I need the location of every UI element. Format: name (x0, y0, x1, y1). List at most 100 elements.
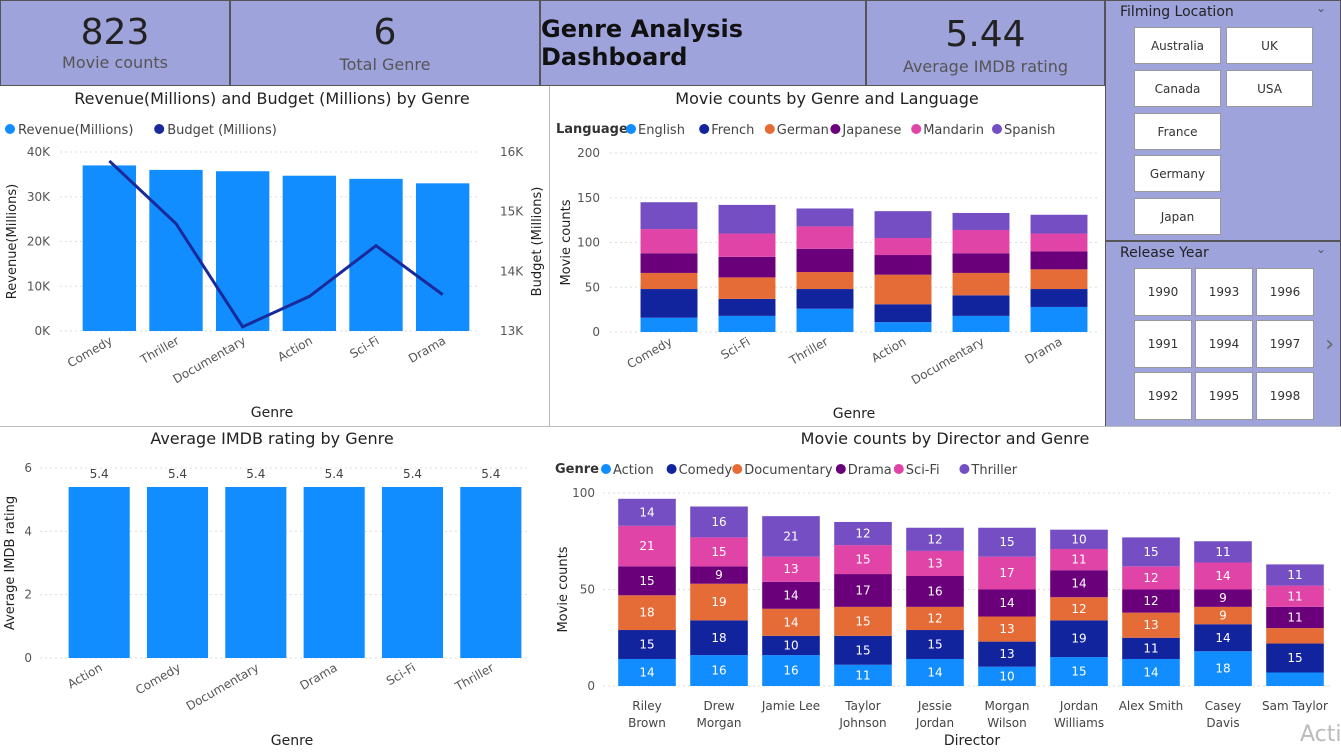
year-option-1997[interactable]: 1997 (1256, 320, 1314, 368)
location-option-australia[interactable]: Australia (1134, 27, 1221, 64)
y-tick-label: 30K (27, 190, 51, 204)
x-tick-label: Jordan (915, 716, 954, 730)
stacked-segment-comedy (618, 630, 676, 659)
data-label: 14 (1071, 577, 1086, 591)
stacked-segment-drama (906, 575, 964, 607)
legend-title: Genre (555, 462, 599, 477)
revenue-bar (216, 171, 270, 331)
year-option-1998[interactable]: 1998 (1256, 372, 1314, 420)
data-label: 12 (1071, 602, 1086, 616)
data-label: 16 (783, 664, 798, 678)
legend-item: Budget (Millions) (167, 123, 277, 138)
legend-marker (732, 464, 743, 474)
data-label: 5.4 (481, 467, 500, 481)
x-axis-label: Director (944, 733, 1000, 749)
stacked-segment-japanese (874, 255, 932, 275)
chevron-down-icon[interactable]: ⌄ (1315, 1, 1326, 15)
year-option-1996[interactable]: 1996 (1256, 268, 1314, 316)
x-tick-label: Taylor (844, 699, 880, 713)
stacked-segment-german (640, 272, 698, 290)
x-tick-label: Drew (703, 699, 734, 713)
year-option-1993[interactable]: 1993 (1195, 268, 1253, 316)
stacked-segment-japanese (796, 248, 854, 273)
stacked-segment-comedy (834, 635, 892, 665)
budget-line (108, 159, 444, 329)
chevron-down-icon[interactable]: ⌄ (1315, 242, 1326, 256)
chart-title: Movie counts by Genre and Language (675, 89, 978, 108)
kpi-total-genre: 6 Total Genre (230, 0, 540, 86)
stacked-segment-sci-fi (1266, 585, 1324, 607)
y-tick-label: 15K (500, 205, 524, 219)
stacked-segment-french (874, 304, 932, 323)
x-tick-label: Sci-Fi (384, 660, 418, 688)
stacked-segment-french (796, 289, 854, 309)
y-tick-label: 50 (580, 583, 595, 597)
x-tick-label: Sci-Fi (718, 334, 752, 362)
legend-title: Language (556, 122, 628, 137)
director-genre-chart: Movie counts by Director and Genre Genre A… (555, 429, 1333, 749)
stacked-segment-action (1122, 658, 1180, 686)
legend-item: Sci-Fi (906, 463, 940, 478)
stacked-segment-english (874, 322, 932, 332)
x-tick-label: Action (275, 333, 315, 364)
x-tick-label: Comedy (625, 334, 675, 371)
legend-marker (764, 124, 775, 134)
chart-title: Revenue(Millions) and Budget (Millions) … (74, 89, 470, 108)
legend-marker (911, 124, 922, 134)
year-option-1995[interactable]: 1995 (1195, 372, 1253, 420)
x-tick-label: Casey (1205, 699, 1241, 713)
location-option-usa[interactable]: USA (1226, 70, 1313, 107)
data-label: 10 (1071, 532, 1086, 546)
location-option-germany[interactable]: Germany (1134, 155, 1221, 192)
data-label: 17 (999, 566, 1014, 580)
x-axis-label: Genre (833, 406, 875, 422)
stacked-segment-spanish (718, 204, 776, 234)
x-tick-label: Comedy (133, 660, 183, 697)
y-tick-label: 100 (572, 486, 595, 500)
legend-marker (959, 464, 970, 474)
year-option-1992[interactable]: 1992 (1134, 372, 1192, 420)
data-label: 12 (855, 527, 870, 541)
stacked-segment-mandarin (796, 226, 854, 249)
stacked-segment-german (1030, 269, 1088, 290)
y-tick-label: 14K (500, 264, 524, 278)
kpi-avg-imdb-value: 5.44 (945, 14, 1026, 55)
stacked-segment-action (1266, 672, 1324, 686)
data-label: 5.4 (403, 467, 422, 481)
stacked-segment-thriller (1050, 529, 1108, 549)
year-option-1991[interactable]: 1991 (1134, 320, 1192, 368)
chevron-right-icon[interactable]: › (1325, 332, 1334, 357)
stacked-segment-german (718, 277, 776, 299)
y-tick-label: 0K (34, 324, 51, 338)
stacked-segment-comedy (1194, 624, 1252, 652)
revenue-budget-chart: Revenue(Millions) and Budget (Millions) … (5, 89, 545, 421)
y-tick-label: 50 (585, 280, 600, 294)
year-option-1990[interactable]: 1990 (1134, 268, 1192, 316)
legend-item: English (638, 123, 685, 138)
location-option-canada[interactable]: Canada (1134, 70, 1221, 107)
x-tick-label: Sam Taylor (1262, 699, 1328, 713)
stacked-segment-action (690, 655, 748, 686)
location-option-japan[interactable]: Japan (1134, 198, 1221, 235)
stacked-segment-thriller (618, 498, 676, 526)
data-label: 11 (1071, 553, 1086, 567)
data-label: 14 (783, 615, 798, 629)
stacked-segment-thriller (978, 527, 1036, 557)
stacked-segment-documentary (618, 595, 676, 631)
stacked-segment-mandarin (1030, 233, 1088, 252)
stacked-segment-action (618, 658, 676, 686)
location-option-france[interactable]: France (1134, 113, 1221, 150)
stacked-segment-thriller (1194, 541, 1252, 563)
stacked-segment-comedy (978, 641, 1036, 667)
data-label: 15 (855, 643, 870, 657)
location-option-uk[interactable]: UK (1226, 27, 1313, 64)
y-axis-label: Movie counts (556, 546, 571, 632)
release-year-title: Release Year (1120, 245, 1209, 261)
year-option-1994[interactable]: 1994 (1195, 320, 1253, 368)
revenue-bar (282, 175, 336, 331)
y-tick-label: 20K (27, 235, 51, 249)
data-label: 15 (1143, 545, 1158, 559)
revenue-bar (349, 178, 403, 331)
data-label: 13 (999, 622, 1014, 636)
stacked-segment-comedy (1050, 620, 1108, 658)
